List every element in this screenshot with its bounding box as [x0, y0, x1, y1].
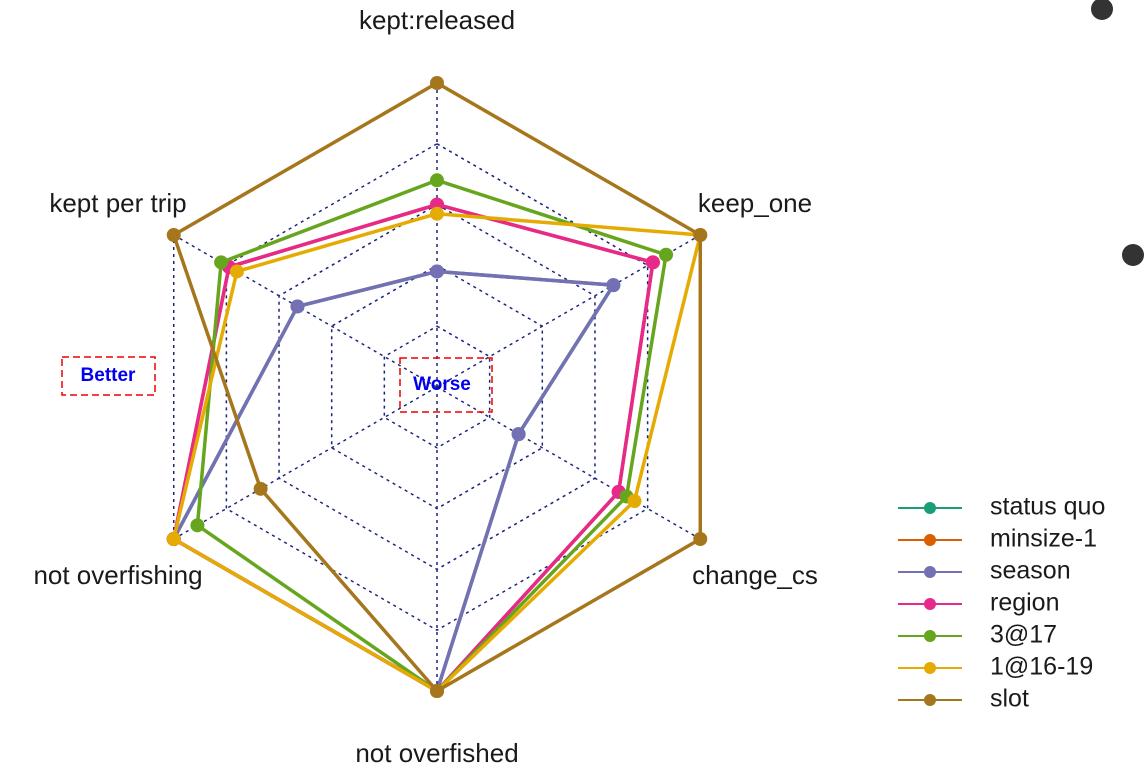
legend-dot: [924, 534, 936, 546]
annotation: Better: [81, 365, 137, 386]
point: [430, 206, 444, 221]
point: [253, 481, 268, 496]
legend-label: season: [990, 557, 1071, 585]
legend-dot: [924, 662, 936, 674]
point: [606, 278, 621, 293]
legend-label: 3@17: [990, 621, 1057, 649]
point: [511, 427, 526, 442]
axis-label: not overfished: [355, 738, 518, 768]
point: [190, 518, 205, 533]
point: [430, 684, 444, 698]
series-layer: [166, 76, 708, 698]
axis-label: keep_one: [698, 188, 812, 218]
point: [166, 532, 181, 546]
axis-label: kept per trip: [49, 188, 186, 218]
legend-dot: [924, 566, 936, 578]
legend-label: 1@16-19: [990, 653, 1093, 681]
spoke: [173, 386, 438, 540]
annotation-box: [399, 357, 493, 413]
point: [166, 228, 181, 242]
point: [430, 76, 444, 90]
legend-label: slot: [990, 685, 1029, 713]
annotation-box: [61, 356, 156, 396]
point: [693, 532, 708, 546]
axis-label: not overfishing: [33, 560, 202, 590]
legend-label: minsize-1: [990, 525, 1097, 553]
legend-label: region: [990, 589, 1060, 617]
grid-ring: [225, 142, 649, 632]
decoration-dot: [1091, 0, 1113, 20]
spoke: [436, 386, 701, 540]
point: [214, 255, 229, 270]
point: [645, 255, 660, 270]
annotation: Worse: [413, 374, 471, 395]
legend-dot: [924, 630, 936, 642]
legend-dot: [924, 502, 936, 514]
legend: status quo minsize-1 season region 3@17 1@16-…: [898, 493, 1105, 713]
point: [693, 228, 708, 242]
grid-ring: [383, 325, 491, 449]
point: [229, 264, 244, 279]
point: [627, 494, 642, 508]
axis-label: change_cs: [692, 560, 818, 590]
point: [430, 173, 444, 188]
point: [430, 264, 444, 279]
legend-dot: [924, 694, 936, 706]
legend-dot: [924, 598, 936, 610]
decoration-dot: [1122, 244, 1144, 266]
axis-label: kept:released: [359, 5, 515, 35]
legend-label: status quo: [990, 493, 1105, 521]
point: [659, 247, 674, 262]
point: [290, 299, 305, 314]
